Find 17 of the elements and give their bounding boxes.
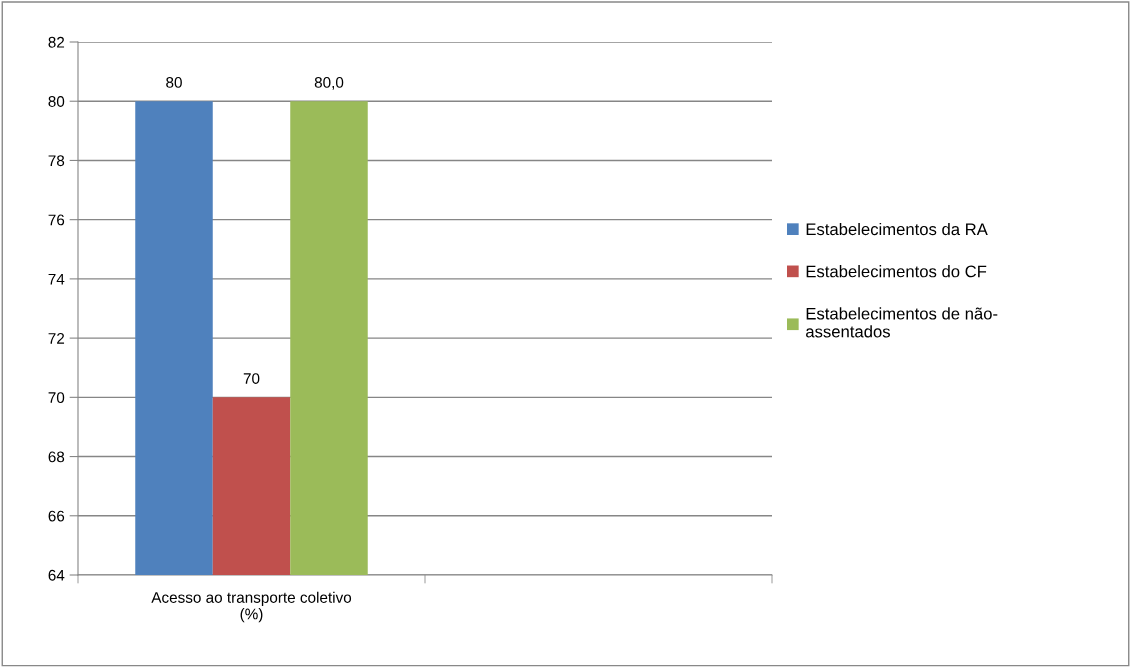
y-tick-label: 78 — [48, 155, 65, 167]
y-tick-label: 66 — [48, 510, 65, 522]
data-label: 80,0 — [314, 77, 344, 90]
y-tick-label: 80 — [48, 96, 65, 107]
legend-label: Estabelecimentos da RA — [806, 222, 988, 236]
data-label: 70 — [243, 373, 260, 384]
y-tick-label: 64 — [48, 569, 65, 581]
y-tick-label: 70 — [48, 392, 65, 404]
y-tick-label: 82 — [48, 36, 65, 48]
y-tick-label: 72 — [48, 332, 65, 344]
legend-label: Estabelecimentos de não- assentados — [806, 307, 998, 338]
y-tick-label: 68 — [48, 451, 65, 463]
x-tick-label: Acesso ao transporte coletivo (%) — [151, 591, 352, 623]
legend-label: Estabelecimentos do CF — [806, 265, 987, 278]
y-tick-label: 76 — [48, 214, 65, 226]
y-tick-label: 74 — [48, 273, 65, 285]
data-label: 80 — [166, 77, 182, 88]
